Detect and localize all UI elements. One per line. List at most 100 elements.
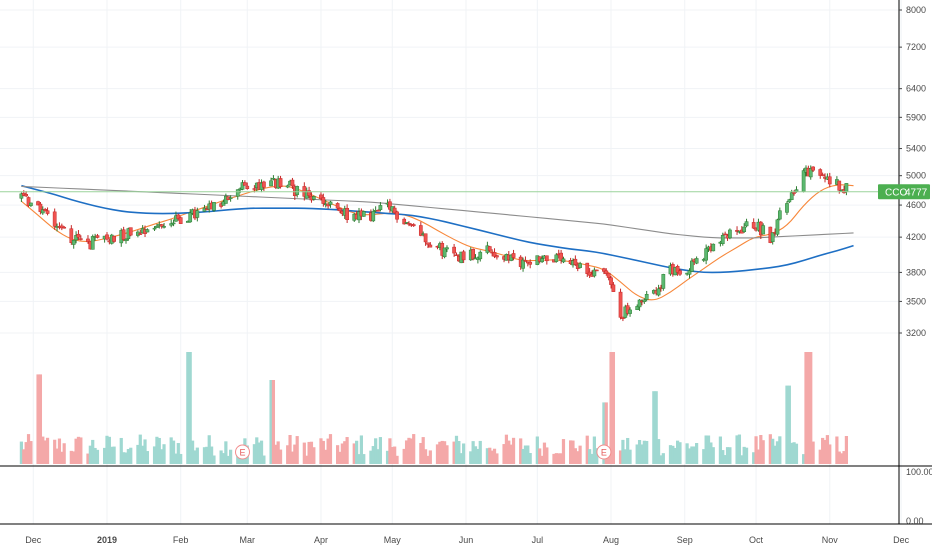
candle-body <box>621 316 625 319</box>
volume-bar <box>711 447 715 464</box>
volume-bar <box>721 450 725 464</box>
price-badge-symbol: CCO <box>885 187 907 198</box>
volume-bar <box>369 450 373 464</box>
candle-body <box>820 174 825 176</box>
volume-bar <box>806 352 810 464</box>
volume-bar <box>754 436 758 464</box>
volume-bar <box>302 442 306 464</box>
volume-bar <box>828 444 832 464</box>
volume-bar <box>338 451 342 464</box>
volume-bar <box>321 440 325 464</box>
volume-bar <box>145 451 150 464</box>
volume-bar <box>540 455 544 464</box>
candle-body <box>585 262 590 274</box>
candle-body <box>711 243 716 252</box>
volume-bar <box>105 435 109 464</box>
volume-bar <box>678 442 682 464</box>
volume-bar <box>526 445 530 464</box>
time-axis[interactable]: Dec 2019 Feb Mar Apr May Jun Jul Aug Sep Oct Nov Dec <box>25 535 909 545</box>
volume-bar <box>507 440 511 464</box>
volume-bar <box>656 439 661 464</box>
volume-bar <box>519 438 523 464</box>
volume-bar <box>542 442 547 464</box>
volume-bar <box>340 443 344 464</box>
volume-bar <box>404 440 409 464</box>
volume-bar <box>511 437 516 464</box>
candle-body <box>124 239 128 242</box>
x-tick-label: Apr <box>314 535 328 545</box>
x-tick-label: Dec <box>893 535 910 545</box>
volume-bar <box>744 447 749 464</box>
volume-bar <box>561 439 566 464</box>
price-badge-value: 4777 <box>905 187 928 198</box>
volume-bar <box>143 439 147 464</box>
x-tick-label: Mar <box>240 535 256 545</box>
volume-bar <box>785 385 789 464</box>
volume-bar <box>825 435 829 464</box>
volume-bar <box>488 447 492 464</box>
price-axis[interactable]: 3200 3500 3800 4200 4600 5000 5400 5900 6400 7200… <box>899 5 932 526</box>
candle-body <box>461 251 466 261</box>
earnings-marker-label: E <box>240 448 246 458</box>
candle-body <box>328 201 333 205</box>
volume-bar <box>57 438 62 464</box>
candle-body <box>335 203 340 209</box>
volume-bar <box>735 435 739 464</box>
volume-bar <box>141 445 145 464</box>
volume-bar <box>654 391 658 464</box>
moving-average-line <box>21 184 854 274</box>
volume-bar <box>38 374 43 464</box>
volume-bar <box>673 447 677 464</box>
candle-body <box>105 234 109 240</box>
volume-bar <box>319 438 323 464</box>
volume-bar <box>307 441 311 464</box>
volume-bar <box>728 447 732 464</box>
candle-body <box>71 240 76 245</box>
volume-bar <box>69 450 73 464</box>
volume-bar <box>640 444 644 464</box>
volume-bar <box>119 437 123 464</box>
volume-bar <box>778 436 782 464</box>
earnings-marker[interactable]: E <box>235 444 251 460</box>
candle-body <box>271 178 276 180</box>
volume-bar <box>41 436 45 464</box>
x-tick-label: Oct <box>749 535 764 545</box>
volume-bar <box>840 453 844 464</box>
volume-bar <box>274 444 278 464</box>
candle-body <box>606 272 611 278</box>
price-badge-box <box>878 184 930 200</box>
earnings-marker[interactable]: E <box>596 444 612 460</box>
volume-bar <box>395 455 399 464</box>
volume-bar <box>538 448 542 464</box>
volume-bar <box>45 437 50 464</box>
volume-bar <box>343 441 347 464</box>
volume-bar <box>844 436 849 464</box>
volume-bar <box>412 434 416 464</box>
volume-bar <box>652 391 656 464</box>
candle-body <box>278 178 283 188</box>
volume-bar <box>107 436 111 464</box>
volume-bar <box>24 442 28 464</box>
volume-bar <box>195 447 199 464</box>
volume-bar <box>252 444 256 464</box>
volume-bar <box>374 438 378 464</box>
candle-body <box>240 182 245 190</box>
volume-bar <box>552 453 556 464</box>
candle-body <box>661 274 666 289</box>
volume-bar <box>545 447 549 464</box>
volume-bar <box>609 352 613 464</box>
volume-bar <box>22 449 26 464</box>
candle-body <box>628 309 632 314</box>
volume-bar <box>103 447 107 464</box>
volume-bar <box>804 352 808 464</box>
candle-body <box>74 235 78 241</box>
candle-body <box>128 227 133 236</box>
candle-body <box>744 221 749 227</box>
volume-bar <box>286 445 290 464</box>
candle-body <box>611 284 616 292</box>
volume-bar <box>702 449 706 464</box>
volume-bar <box>290 451 295 464</box>
candle-body <box>559 252 563 261</box>
